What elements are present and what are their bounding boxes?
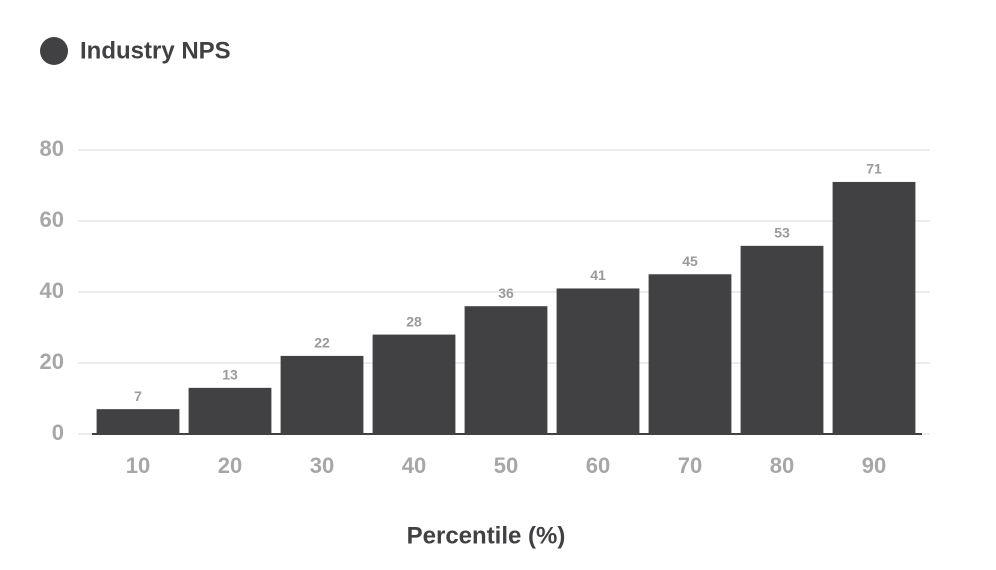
bar xyxy=(556,288,640,434)
x-tick-label: 60 xyxy=(586,453,610,478)
y-tick-label: 20 xyxy=(40,349,64,374)
value-label: 28 xyxy=(406,313,422,329)
bar xyxy=(188,387,272,434)
x-tick-label: 10 xyxy=(126,453,150,478)
x-tick-label: 30 xyxy=(310,453,334,478)
bar xyxy=(280,355,364,434)
y-tick-label: 40 xyxy=(40,278,64,303)
bar xyxy=(464,306,548,434)
legend-marker xyxy=(40,37,68,65)
x-axis-label: Percentile (%) xyxy=(407,522,566,549)
value-label: 22 xyxy=(314,335,330,351)
y-tick-label: 60 xyxy=(40,207,64,232)
value-label: 41 xyxy=(590,267,606,283)
bar xyxy=(648,274,732,434)
x-tick-label: 70 xyxy=(678,453,702,478)
y-tick-label: 0 xyxy=(52,420,64,445)
bar xyxy=(740,245,824,434)
legend-label: Industry NPS xyxy=(80,37,231,64)
value-label: 45 xyxy=(682,253,698,269)
value-label: 36 xyxy=(498,285,514,301)
x-tick-label: 40 xyxy=(402,453,426,478)
bar xyxy=(96,409,180,434)
x-tick-label: 20 xyxy=(218,453,242,478)
value-label: 13 xyxy=(222,367,238,383)
x-tick-label: 50 xyxy=(494,453,518,478)
y-tick-label: 80 xyxy=(40,136,64,161)
bar xyxy=(832,181,916,434)
value-label: 71 xyxy=(866,161,882,177)
x-tick-label: 90 xyxy=(862,453,886,478)
value-label: 53 xyxy=(774,225,790,241)
x-tick-label: 80 xyxy=(770,453,794,478)
bar xyxy=(372,334,456,434)
value-label: 7 xyxy=(134,388,142,404)
